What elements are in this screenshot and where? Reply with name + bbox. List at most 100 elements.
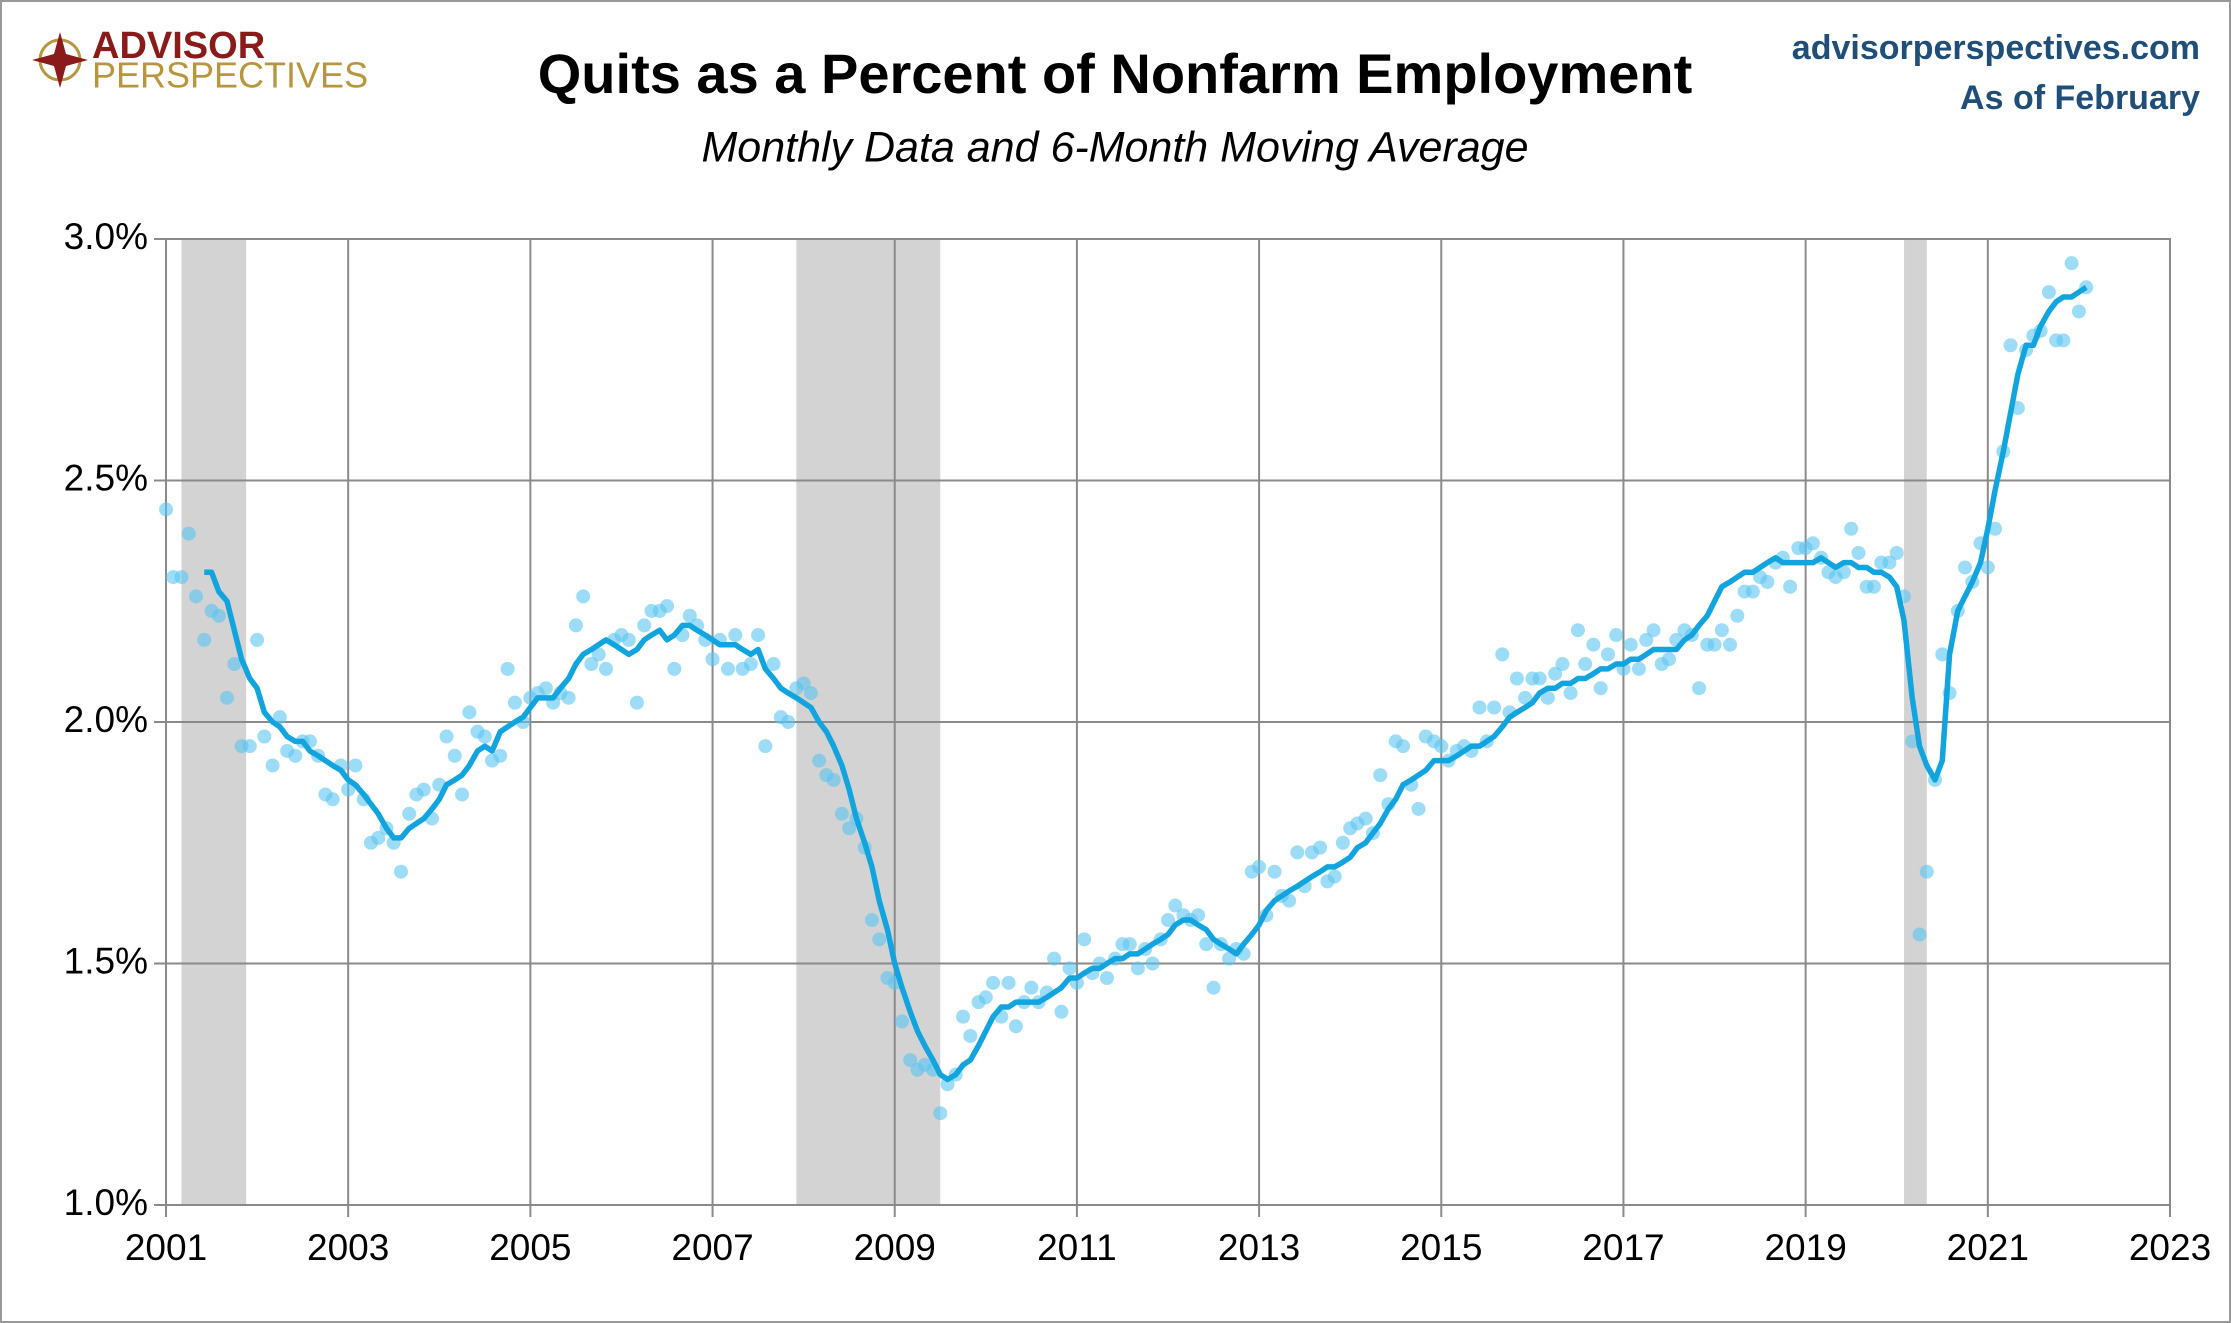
data-point bbox=[667, 661, 682, 676]
data-point bbox=[455, 787, 470, 802]
data-point bbox=[864, 913, 879, 928]
plot-border bbox=[165, 238, 2171, 1206]
data-point bbox=[1024, 980, 1039, 995]
data-point bbox=[1958, 560, 1973, 575]
data-point bbox=[1980, 560, 1995, 575]
data-point bbox=[2056, 333, 2071, 348]
data-point bbox=[721, 661, 736, 676]
data-point bbox=[462, 705, 477, 720]
x-tick-label: 2021 bbox=[1947, 1227, 2029, 1268]
data-point bbox=[1555, 657, 1570, 672]
data-point bbox=[933, 1106, 948, 1121]
data-point bbox=[963, 1028, 978, 1043]
data-point bbox=[1882, 555, 1897, 570]
data-point bbox=[159, 502, 173, 517]
note: As of February bbox=[1960, 79, 2200, 117]
data-point bbox=[181, 526, 196, 541]
data-point bbox=[1222, 951, 1237, 966]
data-point bbox=[1327, 869, 1342, 884]
data-point bbox=[1844, 521, 1859, 536]
data-point bbox=[803, 686, 818, 701]
y-tick-label: 2.0% bbox=[64, 699, 148, 740]
data-point bbox=[1062, 961, 1077, 976]
data-point bbox=[1851, 545, 1866, 560]
x-tick-label: 2013 bbox=[1218, 1227, 1300, 1268]
x-tick-label: 2017 bbox=[1582, 1227, 1664, 1268]
y-tick-label: 1.0% bbox=[64, 1182, 148, 1223]
x-tick-label: 2003 bbox=[307, 1227, 389, 1268]
data-point bbox=[591, 647, 606, 662]
data-point bbox=[1646, 623, 1661, 638]
data-point bbox=[1191, 908, 1206, 923]
data-point bbox=[1267, 864, 1282, 879]
data-point bbox=[2064, 256, 2079, 271]
data-point bbox=[1988, 521, 2003, 536]
data-point bbox=[682, 608, 697, 623]
source: advisorperspectives.com bbox=[1792, 29, 2200, 67]
data-point bbox=[1145, 956, 1160, 971]
data-point bbox=[416, 782, 431, 797]
data-point bbox=[598, 661, 613, 676]
data-point bbox=[348, 758, 363, 773]
data-point bbox=[1008, 1019, 1023, 1034]
data-point bbox=[1570, 623, 1585, 638]
y-tick-label: 3.0% bbox=[64, 216, 148, 257]
data-point bbox=[325, 792, 340, 807]
data-point bbox=[1509, 671, 1524, 686]
data-point bbox=[637, 618, 652, 633]
data-point bbox=[1290, 845, 1305, 860]
data-point bbox=[1692, 681, 1707, 696]
data-point bbox=[1434, 739, 1449, 754]
x-tick-label: 2015 bbox=[1400, 1227, 1482, 1268]
data-point bbox=[751, 628, 766, 643]
data-point bbox=[796, 676, 811, 691]
data-point bbox=[1252, 859, 1267, 874]
data-point bbox=[1335, 835, 1350, 850]
data-point bbox=[1161, 913, 1175, 928]
data-point bbox=[477, 729, 492, 744]
x-tick-label: 2011 bbox=[1037, 1227, 1117, 1268]
data-point bbox=[1919, 864, 1934, 879]
data-point bbox=[1206, 980, 1221, 995]
x-tick-label: 2007 bbox=[671, 1227, 753, 1268]
data-point bbox=[500, 661, 515, 676]
y-tick-label: 1.5% bbox=[64, 940, 148, 981]
data-point bbox=[758, 739, 773, 754]
data-point bbox=[272, 710, 287, 725]
data-point bbox=[1912, 927, 1927, 942]
data-point bbox=[1783, 579, 1798, 594]
y-tick-label: 2.5% bbox=[64, 457, 148, 498]
data-point bbox=[561, 690, 576, 705]
data-point bbox=[1593, 681, 1608, 696]
data-point bbox=[1631, 661, 1646, 676]
data-point bbox=[660, 599, 674, 614]
data-point bbox=[1411, 801, 1426, 816]
data-point bbox=[1282, 893, 1297, 908]
data-point bbox=[447, 748, 462, 763]
data-point bbox=[1099, 970, 1114, 985]
data-point bbox=[1518, 690, 1533, 705]
data-point bbox=[568, 618, 583, 633]
data-point bbox=[1836, 565, 1851, 580]
data-point bbox=[766, 657, 781, 672]
data-point bbox=[211, 608, 226, 623]
data-point bbox=[1199, 937, 1214, 952]
chart-subtitle: Monthly Data and 6-Month Moving Average bbox=[701, 123, 1528, 171]
data-point bbox=[812, 753, 827, 768]
data-point bbox=[1077, 932, 1092, 947]
data-point bbox=[1487, 700, 1502, 715]
data-point bbox=[1662, 652, 1676, 667]
data-point bbox=[826, 772, 841, 787]
x-tick-label: 2009 bbox=[854, 1227, 936, 1268]
logo-icon bbox=[32, 32, 88, 88]
data-point bbox=[1623, 637, 1638, 652]
data-point bbox=[402, 806, 417, 821]
data-point bbox=[728, 628, 743, 643]
data-point bbox=[872, 932, 887, 947]
data-point bbox=[903, 1053, 918, 1068]
data-point bbox=[1609, 628, 1624, 643]
data-point bbox=[2003, 338, 2018, 353]
data-point bbox=[394, 864, 409, 879]
data-point bbox=[743, 657, 758, 672]
